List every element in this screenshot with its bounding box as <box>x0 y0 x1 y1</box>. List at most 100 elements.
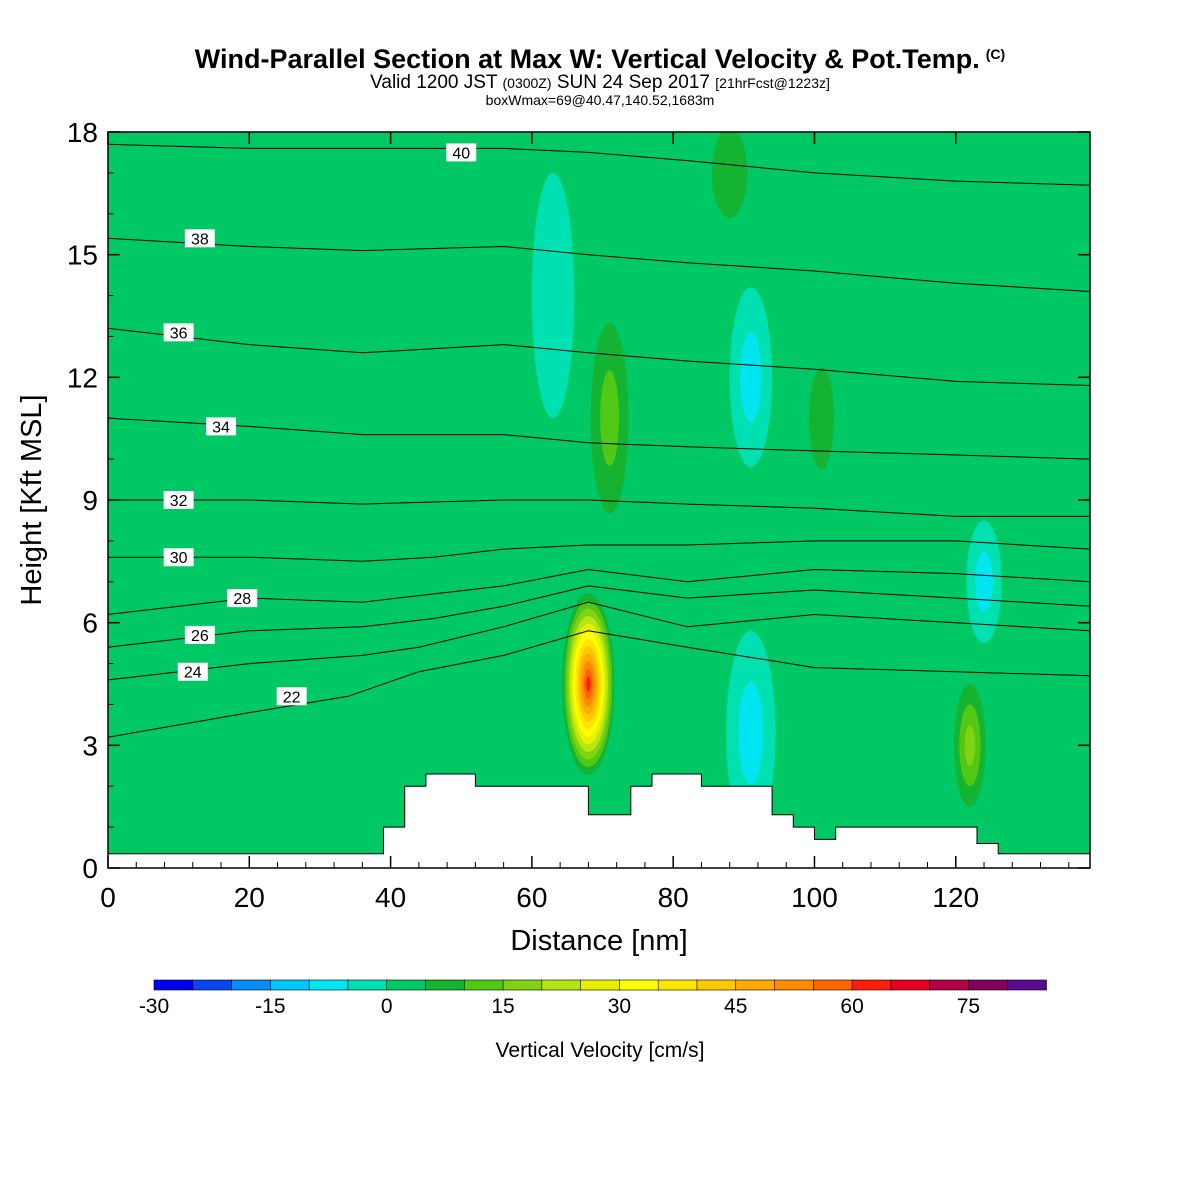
theta-label-box-40 <box>446 143 477 162</box>
y-tick-label-3: 3 <box>82 730 98 761</box>
theta-label-box-30 <box>163 548 194 567</box>
colorbar-swatch-16 <box>774 979 815 991</box>
theta-label-box-26 <box>184 625 215 644</box>
y-tick-label-12: 12 <box>67 362 98 393</box>
colorbar-swatch-10 <box>541 979 582 991</box>
x-tick-label-20: 20 <box>234 882 265 913</box>
colorbar: -30 -15 0 15 30 45 60 75 <box>139 979 1047 1018</box>
x-tick-label-120: 120 <box>932 882 979 913</box>
x-tick-label-0: 0 <box>100 882 116 913</box>
y-tick-label-9: 9 <box>82 485 98 516</box>
colorbar-tick-label: 60 <box>840 995 863 1018</box>
contour-labels: 22 24 26 28 30 32 34 36 38 40 <box>163 143 477 706</box>
theta-label-38: 38 <box>191 231 209 248</box>
theta-label-24: 24 <box>184 665 202 682</box>
theta-label-box-36 <box>163 323 194 342</box>
x-tick-label-80: 80 <box>658 882 689 913</box>
colorbar-swatch-0 <box>153 979 194 991</box>
velocity-band-2-2 <box>712 132 748 218</box>
velocity-band-0-13 <box>586 676 591 692</box>
colorbar-swatch-20 <box>929 979 970 991</box>
colorbar-swatch-15 <box>735 979 776 991</box>
box-info: boxWmax=69@40.47,140.52,1683m <box>485 92 715 108</box>
colorbar-swatch-18 <box>851 979 892 991</box>
colorbar-tick-label: 45 <box>724 995 747 1018</box>
valid-prefix: Valid 1200 JST <box>370 72 498 93</box>
colorbar-swatch-1 <box>192 979 233 991</box>
valid-date: SUN 24 Sep 2017 <box>556 72 710 93</box>
colorbar-swatch-2 <box>231 979 272 991</box>
colorbar-swatch-13 <box>657 979 698 991</box>
x-tick-label-60: 60 <box>516 882 547 913</box>
theta-label-36: 36 <box>170 325 188 342</box>
terrain-profile <box>108 773 1090 868</box>
colorbar-tick-label: 15 <box>491 995 514 1018</box>
colorbar-swatch-3 <box>270 979 310 991</box>
theta-contour-36 <box>108 327 1090 386</box>
theta-label-28: 28 <box>233 591 251 608</box>
valid-utc: (0300Z) <box>502 75 552 91</box>
colorbar-tick-label: -15 <box>255 995 285 1018</box>
theta-contour-24 <box>108 601 1090 681</box>
colorbar-tick-label: 0 <box>381 995 393 1018</box>
colorbar-swatch-12 <box>619 979 659 991</box>
theta-label-26: 26 <box>191 628 209 645</box>
colorbar-tick-label: 75 <box>957 995 980 1018</box>
colorbar-swatch-6 <box>386 979 427 991</box>
velocity-band-4-4 <box>964 724 976 766</box>
theta-contour-40 <box>108 143 1090 186</box>
colorbar-swatch-4 <box>308 979 349 991</box>
potential-temperature-contours <box>108 143 1090 738</box>
terrain <box>108 773 1090 868</box>
theta-contour-38 <box>108 237 1090 292</box>
theta-label-box-22 <box>276 687 307 706</box>
velocity-band-8-2 <box>975 551 993 613</box>
x-tick-label-100: 100 <box>791 882 838 913</box>
colorbar-swatch-14 <box>696 979 737 991</box>
colorbar-swatch-9 <box>502 979 543 991</box>
velocity-band-5-2 <box>738 681 764 785</box>
theta-label-22: 22 <box>283 689 301 706</box>
x-tick-label-40: 40 <box>375 882 406 913</box>
theta-contour-32 <box>108 499 1090 517</box>
colorbar-swatch-22 <box>1006 979 1047 991</box>
theta-label-box-34 <box>206 417 237 436</box>
colorbar-tick-label: -30 <box>139 995 169 1018</box>
theta-label-34: 34 <box>212 419 230 436</box>
theta-contour-28 <box>108 568 1090 615</box>
y-tick-label-0: 0 <box>82 853 98 884</box>
theta-contour-34 <box>108 417 1090 460</box>
colorbar-tick-label: 30 <box>608 995 631 1018</box>
velocity-band-7-1 <box>531 172 575 419</box>
velocity-band-3-2 <box>809 367 834 470</box>
theta-label-30: 30 <box>170 550 188 567</box>
y-tick-label-18: 18 <box>67 117 98 148</box>
theta-label-40: 40 <box>452 145 470 162</box>
forecast-info: [21hrFcst@1223z] <box>715 75 830 91</box>
colorbar-swatch-21 <box>968 979 1009 991</box>
y-axis-label: Height [Kft MSL] <box>16 394 48 605</box>
colorbar-swatch-19 <box>890 979 931 991</box>
theta-contour-30 <box>108 540 1090 562</box>
colorbar-swatch-8 <box>463 979 504 991</box>
colorbar-swatch-5 <box>347 979 388 991</box>
theta-label-box-38 <box>184 229 215 248</box>
theta-label-box-32 <box>163 491 194 509</box>
valid-time-line: Valid 1200 JST (0300Z) SUN 24 Sep 2017 [… <box>0 72 1200 94</box>
colorbar-label: Vertical Velocity [cm/s] <box>496 1039 705 1062</box>
x-axis-label: Distance [nm] <box>510 925 687 957</box>
colorbar-swatch-11 <box>580 979 621 991</box>
theta-contour-26 <box>108 585 1090 648</box>
theta-label-box-24 <box>177 662 208 681</box>
colorbar-swatch-7 <box>425 979 466 991</box>
copyright-mark: (C) <box>985 46 1006 62</box>
y-tick-label-6: 6 <box>82 608 98 639</box>
colorbar-swatch-17 <box>813 979 853 991</box>
chart-title: Wind-Parallel Section at Max W: Vertical… <box>0 44 1200 75</box>
velocity-band-1-3 <box>600 370 620 466</box>
theta-label-32: 32 <box>170 493 188 510</box>
y-tick-label-15: 15 <box>67 240 98 271</box>
chart-title-text: Wind-Parallel Section at Max W: Vertical… <box>194 44 980 74</box>
